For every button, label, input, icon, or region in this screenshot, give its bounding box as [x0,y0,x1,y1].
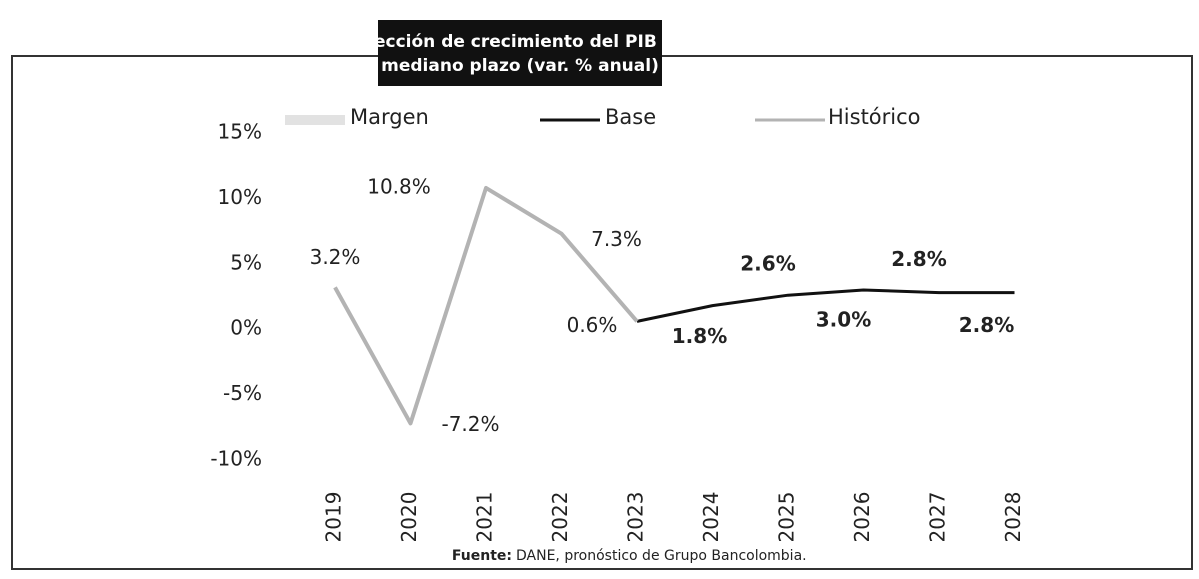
y-tick-label: 15% [218,120,262,144]
data-label: 2.8% [959,313,1014,337]
legend-label: Margen [350,105,429,129]
source-label: Fuente: [452,548,512,564]
data-label: 2.8% [891,247,946,271]
data-label: 10.8% [367,174,431,198]
data-label: 7.3% [591,227,642,251]
x-tick-label: 2019 [322,492,346,543]
x-tick-label: 2024 [699,492,723,543]
y-tick-label: 10% [218,185,262,209]
line-1 [636,288,1015,323]
data-label: 2.6% [740,252,795,276]
x-tick-label: 2028 [1001,492,1025,543]
data-label: 0.6% [567,313,618,337]
y-tick-label: -5% [223,381,262,405]
x-tick-label: 2022 [548,492,572,543]
data-label: 1.8% [672,324,727,348]
title-box [378,20,662,86]
legend-label: Base [605,105,656,129]
x-tick-label: 2026 [850,492,874,543]
data-label: 3.0% [816,307,871,331]
legend-label: Histórico [828,105,921,129]
x-tick-label: 2020 [397,492,421,543]
line-2 [333,185,639,426]
y-tick-label: 5% [230,250,262,274]
x-tick-label: 2023 [624,492,648,543]
chart-title: Proyección de crecimiento del PIB en el [330,32,709,52]
x-tick-label: 2021 [473,492,497,543]
source-text: DANE, pronóstico de Grupo Bancolombia. [516,548,807,564]
y-tick-label: -10% [210,447,262,471]
x-tick-label: 2025 [775,492,799,543]
x-tick-label: 2027 [926,492,950,543]
data-label: 3.2% [310,245,361,269]
data-label: -7.2% [441,412,499,436]
chart-title: mediano plazo (var. % anual) [381,56,659,76]
y-tick-label: 0% [230,316,262,340]
